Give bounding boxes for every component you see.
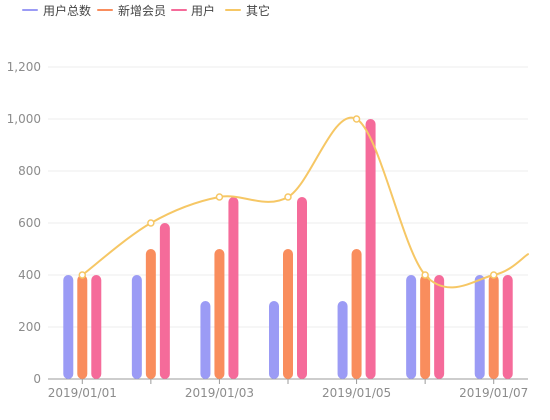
legend-label: 其它 [246,3,270,18]
bar[interactable] [77,275,88,379]
legend: 用户总数 新增会员 用户 其它 [22,3,270,18]
legend-label: 用户 [191,3,215,18]
line-point[interactable] [215,193,224,201]
bar[interactable] [337,301,348,379]
y-tick-label: 400 [18,268,41,282]
y-tick-label: 600 [18,216,41,230]
line-point[interactable] [78,271,87,279]
line-series-group [78,115,529,289]
line-series-path[interactable] [81,116,529,289]
legend-label: 用户总数 [43,3,91,18]
legend-label: 新增会员 [118,3,166,18]
y-tick-label: 1,200 [7,60,41,74]
bar[interactable] [214,249,225,379]
bar-series [77,249,499,379]
tick-labels: 0 200 400 600 800 1,000 1,200 2019/01/01 2019/01… [7,60,529,400]
bar[interactable] [159,223,170,379]
bar[interactable] [269,301,279,379]
y-tick-label: 1,000 [7,112,41,126]
bar[interactable] [406,275,417,379]
line-point[interactable] [421,271,429,279]
x-tick-label: 2019/01/03 [185,386,254,400]
bar[interactable] [297,197,307,379]
bar[interactable] [365,119,376,379]
bar-series [91,119,513,379]
bar[interactable] [420,275,431,379]
bar[interactable] [91,275,102,379]
legend-item[interactable]: 新增会员 [97,3,166,18]
bar-series [63,275,485,379]
bar[interactable] [488,275,499,379]
x-tick-label: 2019/01/01 [48,386,117,400]
line-point[interactable] [489,271,498,279]
bar[interactable] [502,275,513,379]
bar[interactable] [200,301,211,379]
bar[interactable] [131,275,142,379]
line-point[interactable] [284,193,292,201]
legend-item[interactable]: 其它 [225,3,270,18]
bar[interactable] [283,249,293,379]
y-tick-label: 0 [33,372,41,386]
x-tick-label: 2019/01/07 [459,386,528,400]
bar-series-group [63,119,513,379]
bar[interactable] [63,275,74,379]
bar[interactable] [434,275,445,379]
bar[interactable] [228,197,239,379]
y-tick-label: 200 [18,320,41,334]
line-point[interactable] [352,115,361,123]
bar[interactable] [474,275,485,379]
legend-item[interactable]: 用户 [171,3,215,18]
x-tick-label: 2019/01/05 [322,386,391,400]
bar[interactable] [351,249,362,379]
y-tick-label: 800 [18,164,41,178]
legend-item[interactable]: 用户总数 [22,3,91,18]
bar[interactable] [145,249,156,379]
line-point[interactable] [147,219,155,227]
axes [48,378,528,384]
